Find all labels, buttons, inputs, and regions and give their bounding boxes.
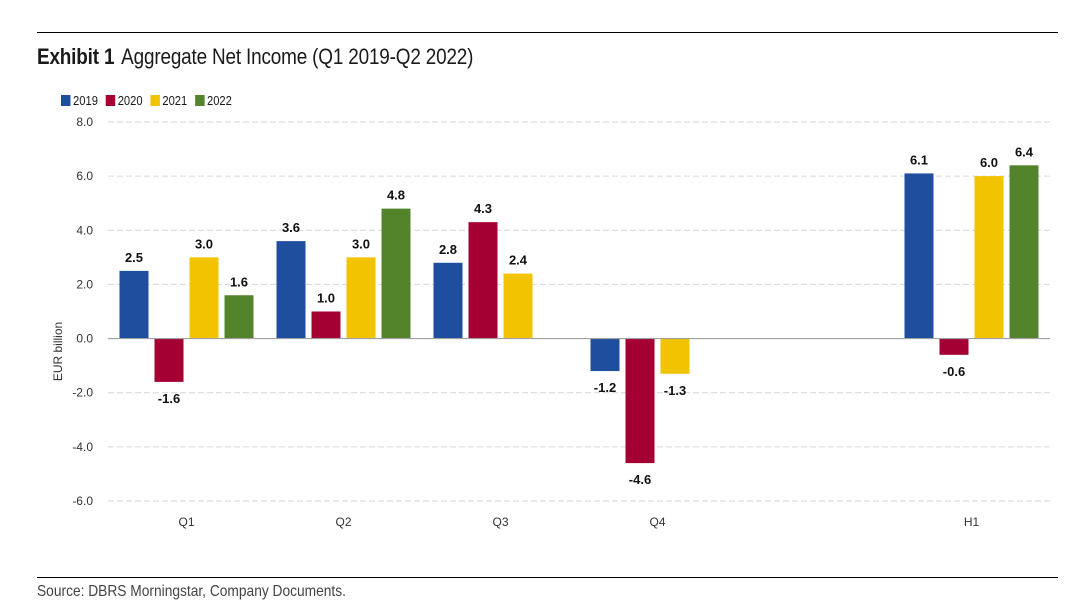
bar-2019-Q4 bbox=[590, 338, 620, 372]
data-label: 6.0 bbox=[980, 155, 998, 170]
bar-2020-Q4 bbox=[625, 338, 655, 464]
legend-swatch bbox=[150, 95, 160, 106]
y-tick-label: -2.0 bbox=[72, 386, 93, 400]
data-label: -4.6 bbox=[629, 472, 651, 487]
exhibit-label: Exhibit 1 bbox=[37, 44, 115, 69]
legend-label: 2019 bbox=[73, 93, 98, 108]
y-tick-label: 4.0 bbox=[76, 223, 93, 237]
gridlines bbox=[108, 121, 1050, 502]
bars bbox=[119, 165, 1039, 464]
bar-2020-H1 bbox=[939, 338, 969, 355]
y-tick-label: 2.0 bbox=[76, 277, 93, 291]
bar-2020-Q3 bbox=[468, 222, 498, 339]
bar-2020-Q2 bbox=[311, 311, 341, 339]
y-tick-label: 0.0 bbox=[76, 332, 93, 346]
legend-swatch bbox=[105, 95, 116, 106]
legend-item-2019: 2019 bbox=[61, 93, 98, 108]
x-category-label: Q1 bbox=[178, 515, 194, 529]
data-label: -1.3 bbox=[664, 383, 686, 398]
x-category-label: Q3 bbox=[492, 515, 508, 529]
data-label: 2.5 bbox=[125, 250, 143, 265]
data-label: 2.8 bbox=[439, 242, 457, 257]
chart-title: Exhibit 1 Aggregate Net Income (Q1 2019-Q… bbox=[37, 44, 473, 70]
top-rule bbox=[37, 32, 1058, 33]
bar-2019-Q2 bbox=[276, 241, 306, 339]
y-tick-label: 6.0 bbox=[76, 169, 93, 183]
y-axis-ticks: 8.0 6.0 4.0 2.0 0.0 -2.0 -4.0 -6.0 bbox=[72, 115, 93, 508]
bar-2019-Q1 bbox=[119, 270, 149, 339]
legend-label: 2021 bbox=[162, 93, 188, 108]
data-label: 1.6 bbox=[230, 274, 248, 289]
legend-item-2022: 2022 bbox=[194, 93, 232, 108]
bar-2019-H1 bbox=[904, 173, 934, 339]
data-label: 6.4 bbox=[1015, 144, 1034, 159]
bar-2021-Q4 bbox=[660, 338, 690, 374]
bar-2021-H1 bbox=[974, 176, 1004, 339]
data-label: -1.2 bbox=[594, 380, 616, 395]
x-axis-categories: Q1 Q2 Q3 Q4 H1 bbox=[178, 515, 979, 529]
bar-2022-Q2 bbox=[381, 208, 411, 339]
y-tick-label: -4.0 bbox=[72, 440, 93, 454]
x-category-label: Q2 bbox=[335, 515, 351, 529]
legend-swatch bbox=[61, 95, 71, 106]
chart-title-text: Aggregate Net Income (Q1 2019-Q2 2022) bbox=[121, 44, 474, 69]
legend-label: 2020 bbox=[117, 93, 143, 108]
legend: 2019 2020 2021 2022 bbox=[61, 93, 232, 108]
x-category-label: H1 bbox=[964, 515, 980, 529]
bottom-rule bbox=[37, 577, 1058, 578]
bar-2021-Q2 bbox=[346, 257, 376, 339]
data-label: 3.0 bbox=[352, 236, 370, 251]
data-label: 2.4 bbox=[509, 253, 528, 268]
source-note: Source: DBRS Morningstar, Company Docume… bbox=[37, 583, 346, 600]
bar-2021-Q3 bbox=[503, 273, 533, 339]
data-label: 1.0 bbox=[317, 291, 335, 306]
legend-label: 2022 bbox=[206, 93, 232, 108]
data-label: 4.8 bbox=[387, 188, 405, 203]
data-label: 6.1 bbox=[910, 152, 928, 167]
x-category-label: Q4 bbox=[649, 515, 665, 529]
y-tick-label: -6.0 bbox=[72, 494, 93, 508]
bar-2020-Q1 bbox=[154, 338, 184, 382]
data-label: 4.3 bbox=[474, 201, 492, 216]
data-label: 3.6 bbox=[282, 220, 300, 235]
data-labels: 2.5 -1.6 3.0 1.6 3.6 1.0 3.0 4.8 2.8 4.3 2.4 -1.2 -4… bbox=[125, 144, 1034, 487]
y-axis-title: EUR billion bbox=[51, 322, 65, 381]
data-label: -0.6 bbox=[943, 364, 965, 379]
data-label: -1.6 bbox=[158, 391, 180, 406]
bar-2022-Q1 bbox=[224, 295, 254, 339]
legend-swatch bbox=[194, 95, 205, 106]
legend-item-2020: 2020 bbox=[105, 93, 143, 108]
bar-2022-H1 bbox=[1009, 165, 1039, 339]
bar-2019-Q3 bbox=[433, 262, 463, 339]
data-label: 3.0 bbox=[195, 236, 213, 251]
bar-2021-Q1 bbox=[189, 257, 219, 339]
legend-item-2021: 2021 bbox=[150, 93, 187, 108]
y-tick-label: 8.0 bbox=[76, 115, 93, 129]
